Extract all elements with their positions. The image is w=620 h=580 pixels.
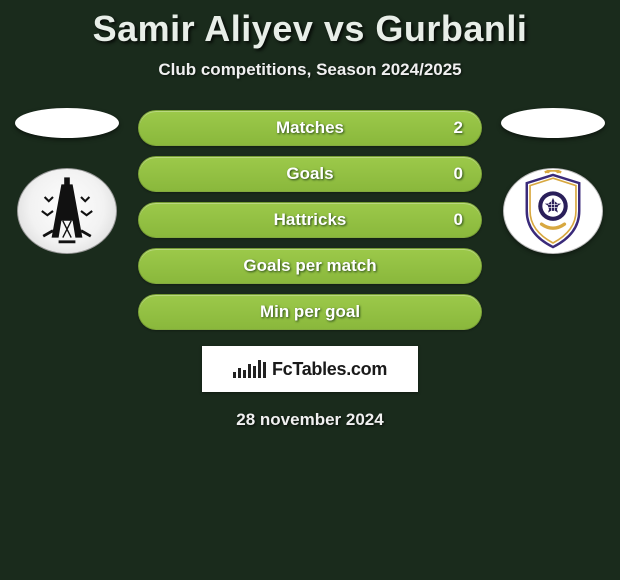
stat-value-right: 0 [454,164,463,184]
stat-row-goals-per-match: Goals per match [138,248,482,284]
oil-derrick-icon [32,176,102,246]
page-title: Samir Aliyev vs Gurbanli [0,4,620,60]
right-column [500,108,606,254]
comparison-card: Samir Aliyev vs Gurbanli Club competitio… [0,0,620,430]
left-column [14,108,120,254]
stat-label: Goals per match [243,256,376,276]
fctables-link[interactable]: FcTables.com [202,346,418,392]
stat-label: Min per goal [260,302,360,322]
left-flag-ellipse [15,108,119,138]
stat-row-min-per-goal: Min per goal [138,294,482,330]
shield-crest-icon [512,170,594,252]
stat-value-right: 2 [454,118,463,138]
content-row: Matches 2 Goals 0 Hattricks 0 Goals per … [0,108,620,330]
stat-value-right: 0 [454,210,463,230]
stat-row-matches: Matches 2 [138,110,482,146]
stat-label: Hattricks [274,210,347,230]
stat-label: Goals [286,164,333,184]
stat-label: Matches [276,118,344,138]
right-flag-ellipse [501,108,605,138]
stat-row-goals: Goals 0 [138,156,482,192]
stats-column: Matches 2 Goals 0 Hattricks 0 Goals per … [138,108,482,330]
bar-chart-icon [233,360,266,378]
fctables-label: FcTables.com [272,359,387,380]
left-club-badge [17,168,117,254]
subtitle: Club competitions, Season 2024/2025 [0,60,620,108]
stat-row-hattricks: Hattricks 0 [138,202,482,238]
right-club-badge [503,168,603,254]
date-text: 28 november 2024 [236,410,383,430]
footer: FcTables.com 28 november 2024 [0,346,620,430]
